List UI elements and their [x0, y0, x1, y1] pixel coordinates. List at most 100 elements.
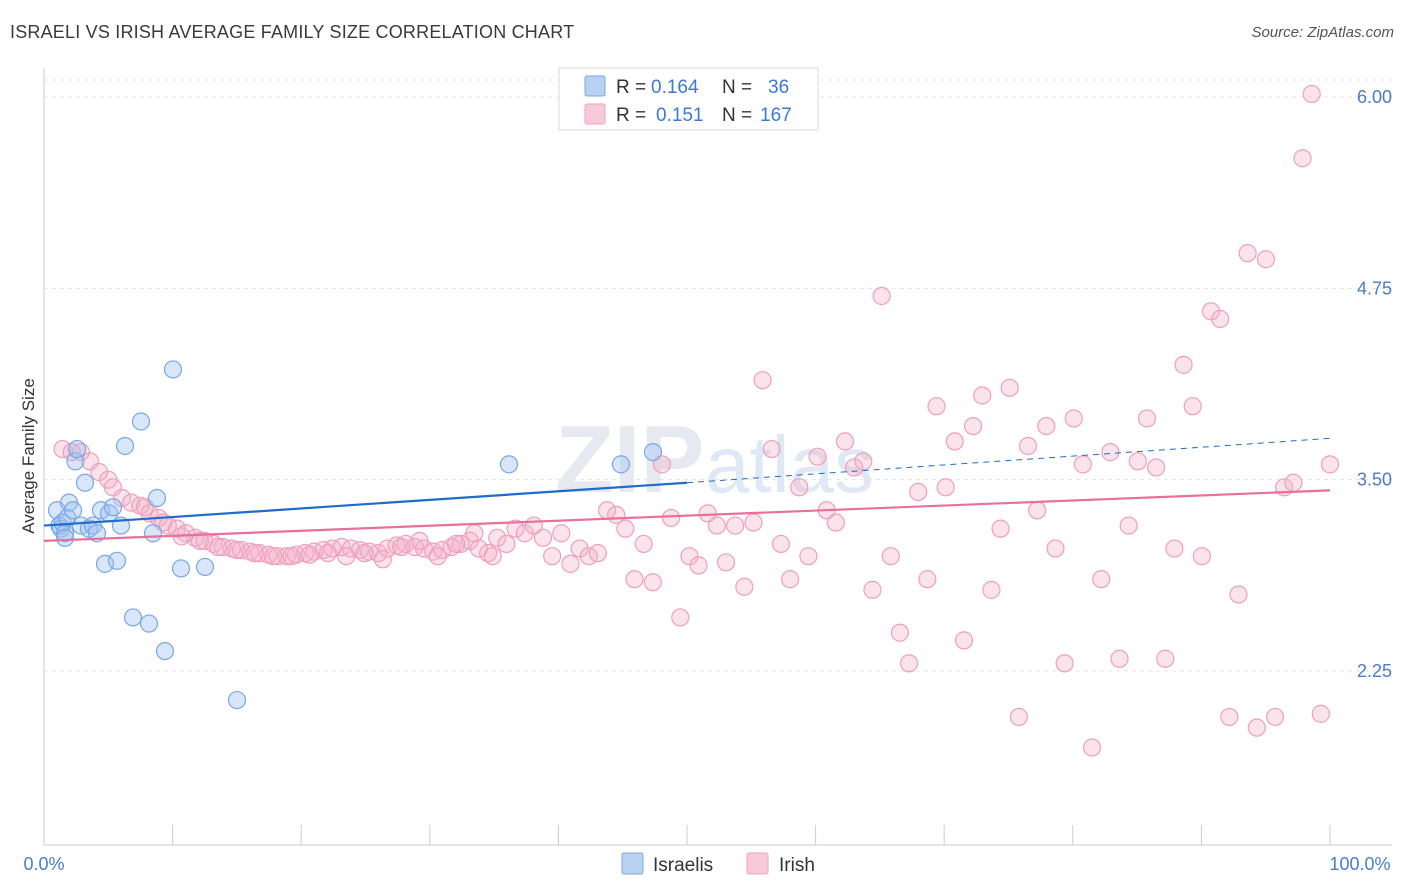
irish-point — [428, 547, 447, 566]
correlation-legend: R = 0.164 N = 36 R = 0.151 N = 167 — [558, 67, 819, 131]
israelis-trend-line-extension — [686, 437, 1331, 484]
irish-point — [1302, 84, 1321, 104]
irish-point — [634, 534, 653, 554]
irish-point — [483, 547, 502, 566]
irish-point — [1110, 649, 1129, 668]
israeli-point — [163, 360, 183, 379]
israeli-point — [147, 488, 167, 508]
irish-point — [652, 455, 672, 474]
irish-point — [135, 498, 155, 517]
legend-r-label-israelis: R = — [616, 77, 646, 98]
irish-point — [890, 623, 909, 642]
y-tick-label: 6.00 — [1357, 87, 1392, 107]
irish-point — [268, 547, 287, 566]
irish-point — [625, 570, 644, 589]
irish-point — [1284, 473, 1303, 492]
irish-point — [1009, 707, 1028, 727]
irish-point — [1211, 309, 1230, 329]
irish-point — [799, 547, 818, 566]
bottom-legend-swatch-israelis — [621, 852, 644, 875]
irish-point — [337, 547, 356, 566]
irish-point — [231, 540, 251, 560]
bottom-legend-swatch-irish — [746, 852, 769, 875]
irish-point — [762, 439, 781, 459]
x-tick-label-min: 0.0% — [23, 854, 64, 874]
legend-r-value-israelis: 0.164 — [651, 77, 699, 98]
irish-point — [680, 547, 699, 566]
watermark-zip: ZIP — [555, 406, 704, 513]
israeli-point — [227, 690, 247, 710]
irish-point — [1183, 397, 1202, 416]
israeli-point — [131, 412, 151, 431]
israeli-point — [107, 551, 127, 570]
irish-point — [250, 544, 269, 563]
irish-point — [1055, 654, 1074, 673]
irish-point — [488, 528, 507, 547]
irish-point — [506, 519, 525, 538]
irish-point — [1229, 585, 1248, 604]
irish-point — [1046, 539, 1065, 558]
irish-point — [662, 508, 681, 528]
irish-point — [954, 631, 974, 650]
irish-point — [1256, 250, 1276, 269]
israeli-points — [47, 360, 663, 710]
irish-point — [991, 519, 1010, 538]
irish-point — [826, 513, 845, 532]
y-tick-label: 4.75 — [1357, 278, 1392, 298]
irish-point — [245, 544, 264, 563]
irish-point — [1247, 718, 1266, 737]
bottom-legend-irish: Irish — [779, 855, 815, 876]
irish-point — [446, 534, 466, 554]
watermark: ZIP atlas — [555, 406, 874, 513]
irish-point — [1119, 516, 1138, 535]
irish-point — [552, 524, 571, 543]
irish-point — [355, 544, 374, 563]
irish-point — [1092, 570, 1111, 589]
y-axis-label: Average Family Size — [19, 378, 38, 534]
irish-point — [1037, 416, 1056, 436]
irish-point — [1201, 302, 1221, 321]
irish-point — [845, 458, 864, 477]
irish-point — [1064, 409, 1083, 428]
irish-point — [1128, 452, 1147, 471]
irish-point — [543, 547, 562, 566]
legend-swatch-irish — [584, 103, 606, 125]
irish-point — [497, 534, 516, 554]
trend-lines — [43, 437, 1331, 542]
irish-point — [936, 478, 955, 497]
irish-point — [707, 516, 726, 535]
irish-point — [716, 553, 736, 572]
israeli-point — [143, 524, 163, 543]
israeli-point — [643, 443, 663, 462]
israeli-point — [55, 528, 75, 547]
israeli-point — [115, 436, 135, 456]
irish-point — [689, 556, 708, 575]
irish-point — [698, 504, 717, 523]
irish-point — [1192, 547, 1211, 566]
irish-point — [1101, 443, 1120, 462]
irish-point — [561, 554, 580, 573]
axes — [43, 68, 1392, 846]
x-tick-label-max: 100.0% — [1329, 854, 1390, 874]
irish-point — [1320, 455, 1340, 474]
irish-point — [1293, 149, 1312, 168]
legend-swatch-israelis — [584, 75, 606, 97]
israeli-point — [123, 608, 143, 627]
irish-trend-line — [43, 489, 1331, 542]
y-axis-tick-labels: 2.25 3.50 4.75 6.00 — [1357, 87, 1392, 681]
irish-point — [392, 537, 411, 557]
x-axis-ticks — [43, 825, 1331, 845]
irish-point — [753, 371, 772, 390]
irish-point — [1311, 704, 1330, 723]
irish-point — [854, 452, 873, 471]
israeli-point — [155, 642, 175, 661]
source-label: Source: ZipAtlas.com — [1251, 24, 1394, 41]
irish-point — [1147, 458, 1166, 477]
irish-point — [1000, 378, 1019, 397]
legend-n-label-israelis: N = — [722, 77, 752, 98]
irish-point — [282, 547, 301, 566]
irish-point — [277, 547, 296, 566]
irish-points — [53, 84, 1340, 757]
irish-point — [982, 580, 1001, 599]
